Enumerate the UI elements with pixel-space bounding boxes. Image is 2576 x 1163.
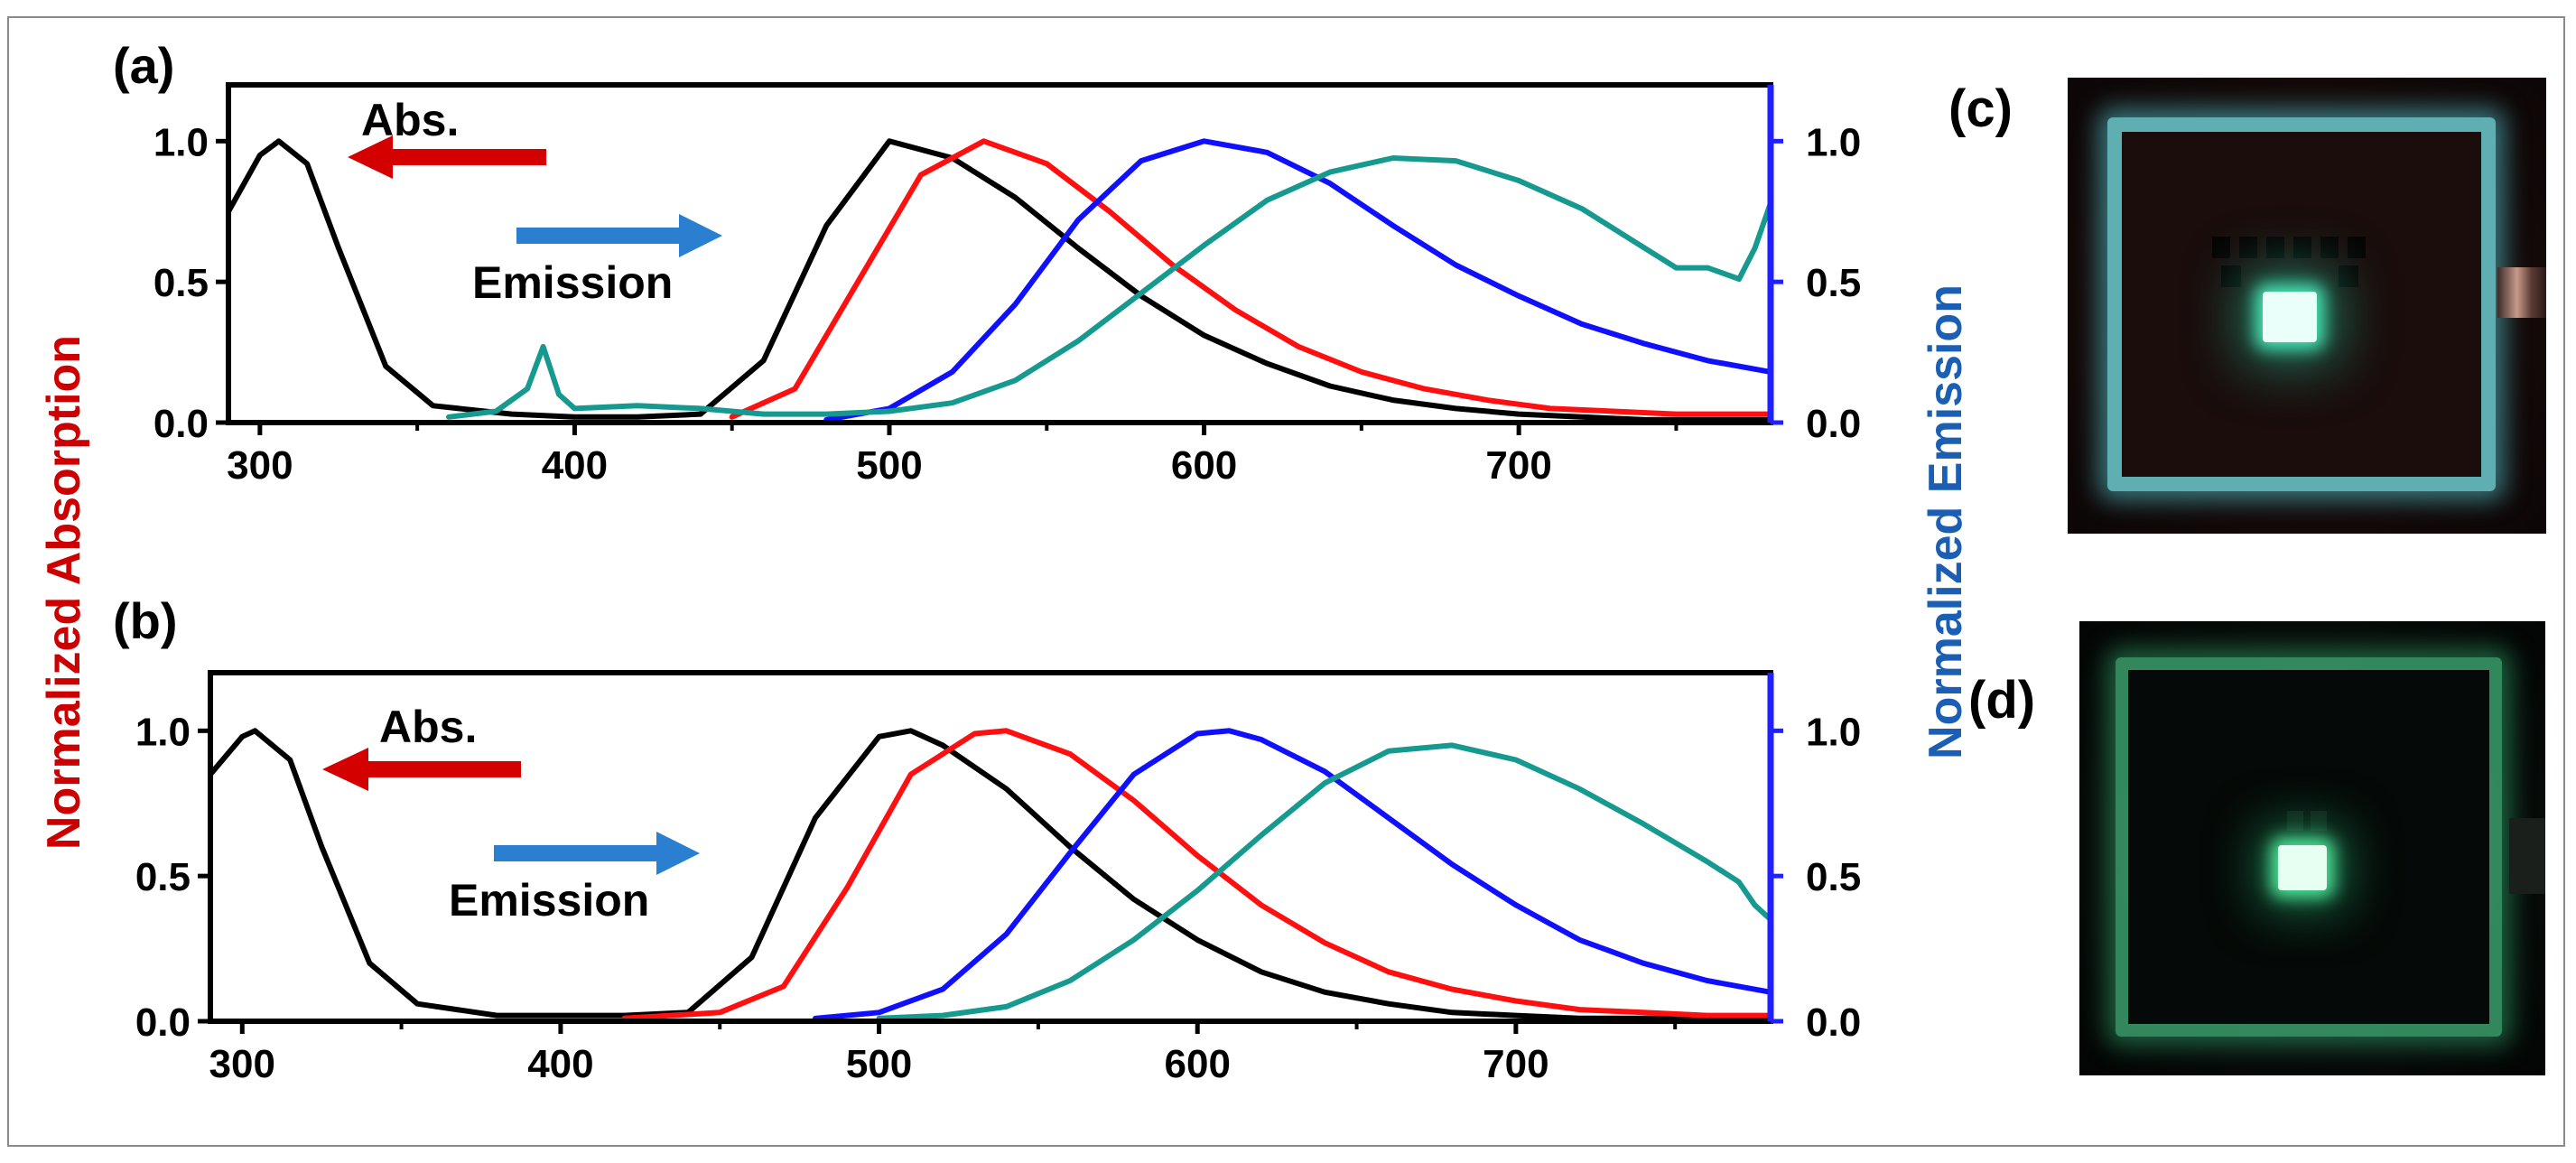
y-left-tick-label: 0.0 [135, 1000, 191, 1045]
y-left-tick-label: 0.5 [135, 855, 191, 899]
panel-a-emission-label: Emission [472, 257, 673, 308]
x-tick-label: 300 [227, 443, 293, 488]
contact-tab [2497, 267, 2546, 318]
series-line-emission-teal [876, 742, 1773, 1021]
y-left-tick-label: 1.0 [135, 710, 191, 754]
series-line-emission-black [685, 728, 1773, 1021]
panel-b-abs-label: Abs. [379, 702, 477, 752]
x-tick-label: 300 [209, 1042, 275, 1086]
panel-b-label: (b) [113, 592, 178, 649]
figure-frame [7, 16, 2565, 1147]
x-tick-label: 600 [1165, 1042, 1231, 1086]
substrate-edge-glow [2107, 117, 2496, 491]
panel-b-emission-label: Emission [449, 875, 649, 926]
panel-b-y-ticks-right: 0.0 0.5 1.0 [1771, 710, 1861, 1045]
series-line-absorption [226, 138, 703, 420]
contact-tab [2509, 818, 2545, 894]
y-right-tick-label: 0.0 [1806, 1000, 1861, 1045]
panel-a-label: (a) [113, 37, 174, 94]
oled-device-photo-green [2079, 621, 2545, 1075]
panel-a-y-ticks-right: 0.0 0.5 1.0 [1771, 120, 1861, 446]
series-line-emission-black [697, 138, 1773, 423]
panel-a-abs-arrow [348, 135, 546, 179]
panel-a-series [226, 138, 1773, 423]
x-tick-label: 700 [1485, 443, 1551, 488]
series-line-emission-red [729, 138, 1773, 420]
panel-a-y-ticks-left: 0.0 0.5 1.0 [153, 120, 228, 446]
y-right-tick-label: 1.0 [1806, 120, 1861, 164]
series-line-emission-blue [813, 728, 1773, 1021]
y-left-tick-label: 1.0 [153, 120, 209, 164]
panel-b-emission-arrow [494, 832, 700, 875]
oled-device-photo-cyan [2068, 78, 2546, 534]
series-line-emission-red [621, 728, 1773, 1021]
substrate-edge-glow [2116, 657, 2502, 1037]
panel-b: (b) 300 400 500 600 700 0.00.51.0 0.00.51.0 … [113, 592, 1861, 1086]
series-line-absorption [208, 728, 691, 1019]
panel-a-x-ticks: 300 400 500 600 700 [227, 423, 1679, 488]
emitting-pixel [2263, 292, 2317, 342]
panel-a-abs-label: Abs. [361, 95, 459, 145]
panel-b-y-ticks-left: 0.0 0.5 1.0 [135, 710, 210, 1045]
y-right-tick-label: 0.0 [1806, 402, 1861, 446]
panel-c-label: (c) [1948, 79, 2013, 138]
y-left-label: Normalized Absorption [38, 335, 90, 850]
panel-b-x-ticks: 300 400 500 600 700 [209, 1021, 1678, 1086]
panel-b-series [208, 728, 1773, 1021]
y-right-tick-label: 1.0 [1806, 710, 1861, 754]
y-right-tick-label: 0.5 [1806, 261, 1861, 305]
x-tick-label: 500 [846, 1042, 912, 1086]
y-left-tick-label: 0.0 [153, 402, 209, 446]
panel-a-plot-frame [226, 82, 1773, 425]
x-tick-label: 600 [1171, 443, 1237, 488]
x-tick-label: 400 [527, 1042, 593, 1086]
panel-d-label: (d) [1968, 671, 2035, 730]
y-left-tick-label: 0.5 [153, 261, 209, 305]
series-line-emission-teal [446, 155, 1773, 420]
panel-a: (a) 300 400 500 600 700 0.00.51.0 0.00.51.0 … [113, 37, 1861, 488]
x-tick-label: 400 [542, 443, 608, 488]
x-tick-label: 700 [1483, 1042, 1548, 1086]
x-tick-label: 500 [856, 443, 922, 488]
y-right-tick-label: 0.5 [1806, 855, 1861, 899]
series-line-emission-blue [823, 138, 1773, 423]
y-right-label: Normalized Emission [1920, 284, 1972, 759]
panel-a-emission-arrow [516, 214, 722, 257]
emitting-pixel [2278, 845, 2327, 890]
panel-b-abs-arrow [322, 748, 521, 791]
